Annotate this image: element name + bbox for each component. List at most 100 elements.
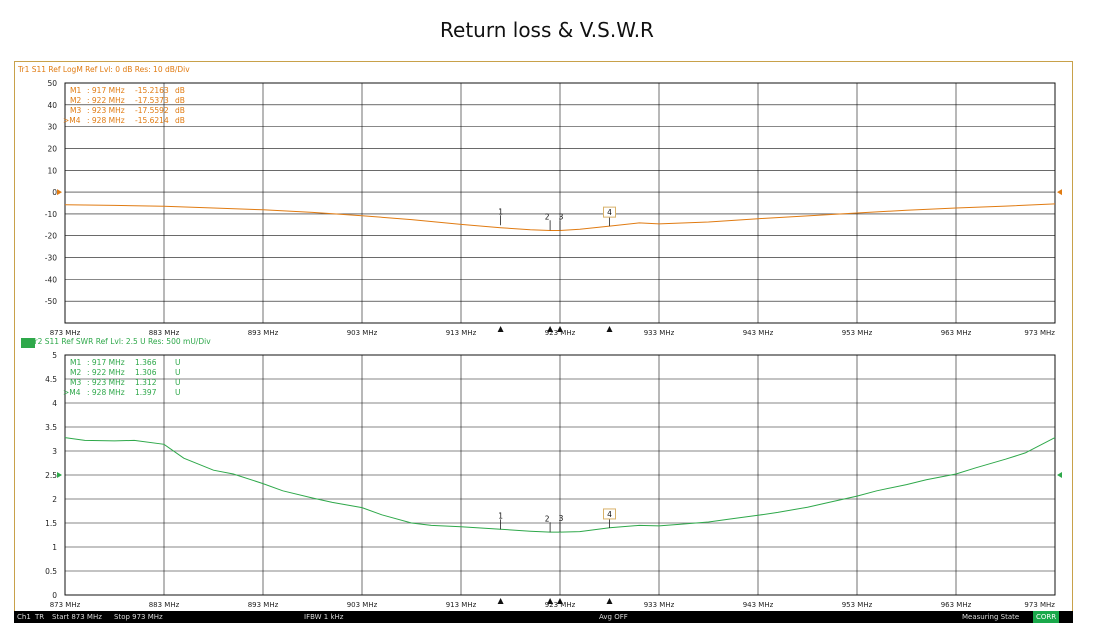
- chart2-marker-table-unit: U: [175, 388, 181, 397]
- chart1-ref-level-arrow-left: [57, 189, 62, 196]
- chart1-marker-table-value: -17.5592: [135, 106, 169, 115]
- chart1-marker-number: 1: [498, 207, 503, 216]
- chart2-marker-table-unit: U: [175, 378, 181, 387]
- chart1-trace-line: [64, 203, 1056, 231]
- chart2-x-tick-label: 883 MHz: [149, 601, 180, 609]
- chart1-y-tick-label: -20: [45, 232, 57, 241]
- status-start[interactable]: Start 873 MHz: [52, 613, 102, 621]
- chart2-y-tick-label: 0.5: [45, 567, 57, 576]
- chart2-marker-table-unit: U: [175, 358, 181, 367]
- chart2-y-tick-label: 3.5: [45, 423, 57, 432]
- chart2-y-tick-label: 2: [52, 495, 57, 504]
- chart2-marker-table-value: 1.366: [135, 358, 157, 367]
- chart1-marker-position-triangle: [557, 326, 563, 332]
- chart2-marker-position-triangle: [547, 598, 554, 604]
- status-trace[interactable]: TR: [35, 613, 45, 621]
- chart2-y-tick-label: 4.5: [45, 375, 57, 384]
- chart1-y-tick-label: 0: [52, 188, 57, 197]
- chart2-y-tick-label: 4: [52, 399, 57, 408]
- chart1-y-tick-label: -30: [45, 254, 57, 263]
- chart2-y-tick-label: 1: [52, 543, 57, 552]
- chart2-trace-tag-box: [21, 338, 35, 348]
- chart1-marker-table-value: -17.5373: [135, 96, 169, 105]
- chart2-marker-number: 2: [545, 514, 550, 523]
- chart1-x-tick-label: 883 MHz: [149, 329, 180, 337]
- page-title: Return loss & V.S.W.R: [440, 18, 654, 42]
- chart1-x-tick-label: 963 MHz: [941, 329, 972, 337]
- chart2-x-tick-label: 943 MHz: [743, 601, 774, 609]
- chart2-marker-table-freq: : 923 MHz: [87, 378, 125, 387]
- chart2-y-tick-label: 2.5: [45, 471, 57, 480]
- chart1-marker-table-unit: dB: [175, 106, 185, 115]
- chart1-x-tick-label: 953 MHz: [842, 329, 873, 337]
- chart2-marker-table-label: M1: [70, 358, 81, 367]
- chart1-marker-position-triangle: [606, 326, 613, 332]
- chart1-marker-number: 2: [545, 212, 550, 221]
- chart1-y-tick-label: -10: [45, 210, 57, 219]
- chart2-x-tick-label: 953 MHz: [842, 601, 873, 609]
- chart1-y-tick-label: -40: [45, 275, 57, 284]
- chart2-marker-number: 4: [607, 510, 612, 519]
- chart1-marker-table-value: -15.2163: [135, 86, 169, 95]
- chart1-marker-table-unit: dB: [175, 116, 185, 125]
- chart2-marker-position-triangle: [606, 598, 613, 604]
- chart1-marker-table-unit: dB: [175, 96, 185, 105]
- status-state: Measuring State: [962, 613, 1020, 621]
- chart2-active-marker-box: [603, 508, 616, 520]
- status-ifbw[interactable]: IFBW 1 kHz: [304, 613, 344, 621]
- chart1-x-tick-label: 903 MHz: [347, 329, 378, 337]
- chart2-ref-level-arrow-left: [57, 472, 62, 478]
- chart1-marker-position-triangle: [497, 326, 504, 332]
- chart1-y-tick-label: -50: [45, 297, 57, 306]
- chart1-active-marker-box: [603, 206, 616, 218]
- chart2-x-tick-label: 913 MHz: [446, 601, 477, 609]
- status-channel[interactable]: Ch1: [17, 613, 31, 621]
- chart2-marker-table-freq: : 928 MHz: [87, 388, 125, 397]
- chart1-marker-table-label: M3: [70, 106, 81, 115]
- chart1-x-tick-label: 943 MHz: [743, 329, 774, 337]
- chart2-marker-table-value: 1.312: [135, 378, 157, 387]
- chart1-y-tick-label: 50: [47, 79, 57, 88]
- chart1-marker-number: 4: [607, 208, 612, 217]
- chart2-marker-table-freq: : 922 MHz: [87, 368, 125, 377]
- chart1-x-tick-label: 973 MHz: [1024, 329, 1055, 337]
- chart2-x-tick-label: 923 MHz: [545, 601, 576, 609]
- chart2-x-tick-label: 963 MHz: [941, 601, 972, 609]
- chart2-marker-position-triangle: [557, 598, 563, 604]
- chart2-ref-level-arrow-right: [1057, 472, 1062, 478]
- chart2-marker-table-freq: : 917 MHz: [87, 358, 125, 367]
- chart1-marker-table-value: -15.6214: [135, 116, 169, 125]
- chart1-x-tick-label: 893 MHz: [248, 329, 279, 337]
- chart1-y-tick-label: 40: [47, 101, 57, 110]
- chart2-x-tick-label: 903 MHz: [347, 601, 378, 609]
- chart2-marker-table-unit: U: [175, 368, 181, 377]
- status-bar: Ch1 TR Start 873 MHz Stop 973 MHz IFBW 1…: [14, 611, 1073, 623]
- chart2-y-tick-label: 1.5: [45, 519, 57, 528]
- chart2-marker-table-label: M2: [70, 368, 81, 377]
- chart1-marker-table-freq: : 923 MHz: [87, 106, 125, 115]
- chart2-y-tick-label: 5: [52, 351, 57, 360]
- chart2-marker-table-value: 1.397: [135, 388, 157, 397]
- chart1-marker-table-freq: : 917 MHz: [87, 86, 125, 95]
- chart2-y-tick-label: 3: [52, 447, 57, 456]
- chart1-y-tick-label: 30: [47, 123, 57, 132]
- chart2-marker-table-label: M3: [70, 378, 81, 387]
- chart1-x-tick-label: 913 MHz: [446, 329, 477, 337]
- chart2-marker-position-triangle: [497, 598, 504, 604]
- chart2-header: Tr2 S11 Ref SWR Ref Lvl: 2.5 U Res: 500 …: [30, 337, 211, 346]
- status-stop[interactable]: Stop 973 MHz: [114, 613, 163, 621]
- chart1-marker-table-label: M2: [70, 96, 81, 105]
- chart-canvas: Tr1 S11 Ref LogM Ref Lvl: 0 dB Res: 10 d…: [17, 65, 1062, 609]
- status-corr-badge[interactable]: CORR: [1033, 611, 1060, 623]
- chart1-marker-position-triangle: [547, 326, 554, 332]
- chart1-header: Tr1 S11 Ref LogM Ref Lvl: 0 dB Res: 10 d…: [17, 65, 190, 74]
- chart2-x-tick-label: 893 MHz: [248, 601, 279, 609]
- chart1-x-tick-label: 923 MHz: [545, 329, 576, 337]
- chart1-marker-table-unit: dB: [175, 86, 185, 95]
- chart1-ref-level-arrow-right: [1057, 189, 1062, 196]
- chart1-marker-number: 3: [559, 212, 564, 221]
- status-avg[interactable]: Avg OFF: [599, 613, 628, 621]
- chart1-marker-table-freq: : 928 MHz: [87, 116, 125, 125]
- chart2-marker-number: 3: [559, 514, 564, 523]
- chart1-y-tick-label: 10: [47, 166, 57, 175]
